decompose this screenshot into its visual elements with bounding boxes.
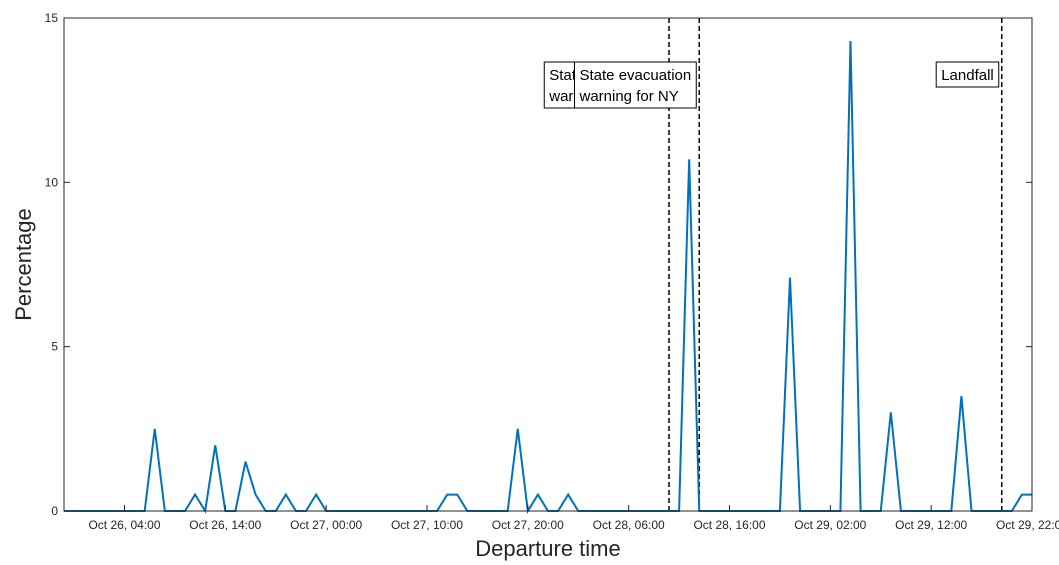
y-axis-ticks: 0 5 10 15: [45, 11, 1032, 518]
y-tick-label: 5: [51, 340, 58, 354]
y-tick-label: 0: [51, 504, 58, 518]
x-tick-label: Oct 29, 02:00: [794, 518, 866, 532]
x-tick-label: Oct 29, 22:00: [996, 518, 1059, 532]
annotation-frame: [574, 61, 697, 109]
axes: [63, 17, 1033, 512]
annotation-text: Landfall: [941, 67, 994, 84]
annotation-text: State evacuation: [580, 67, 692, 84]
x-tick-label: Oct 27, 00:00: [290, 518, 362, 532]
x-tick-label: Oct 27, 10:00: [391, 518, 463, 532]
x-tick-label: Oct 26, 04:00: [88, 518, 160, 532]
y-tick-label: 10: [45, 175, 59, 189]
x-tick-label: Oct 27, 20:00: [492, 518, 564, 532]
x-tick-label: Oct 28, 16:00: [693, 518, 765, 532]
x-tick-label: Oct 26, 14:00: [189, 518, 261, 532]
annotation-box: Landfall: [935, 61, 1000, 88]
annotation-box: State evacuation warning for NY: [574, 61, 697, 109]
x-axis-title: Departure time: [475, 536, 621, 561]
y-tick-label: 15: [45, 11, 59, 25]
x-axis-ticks: Oct 26, 04:00 Oct 26, 14:00 Oct 27, 00:00 O…: [88, 505, 1059, 532]
x-tick-label: Oct 28, 06:00: [593, 518, 665, 532]
y-axis-title: Percentage: [11, 208, 36, 321]
x-tick-label: Oct 29, 12:00: [895, 518, 967, 532]
annotation-text: warning for NY: [579, 88, 679, 105]
plot-frame: [63, 17, 1033, 512]
annotation-frame: [935, 61, 1000, 88]
